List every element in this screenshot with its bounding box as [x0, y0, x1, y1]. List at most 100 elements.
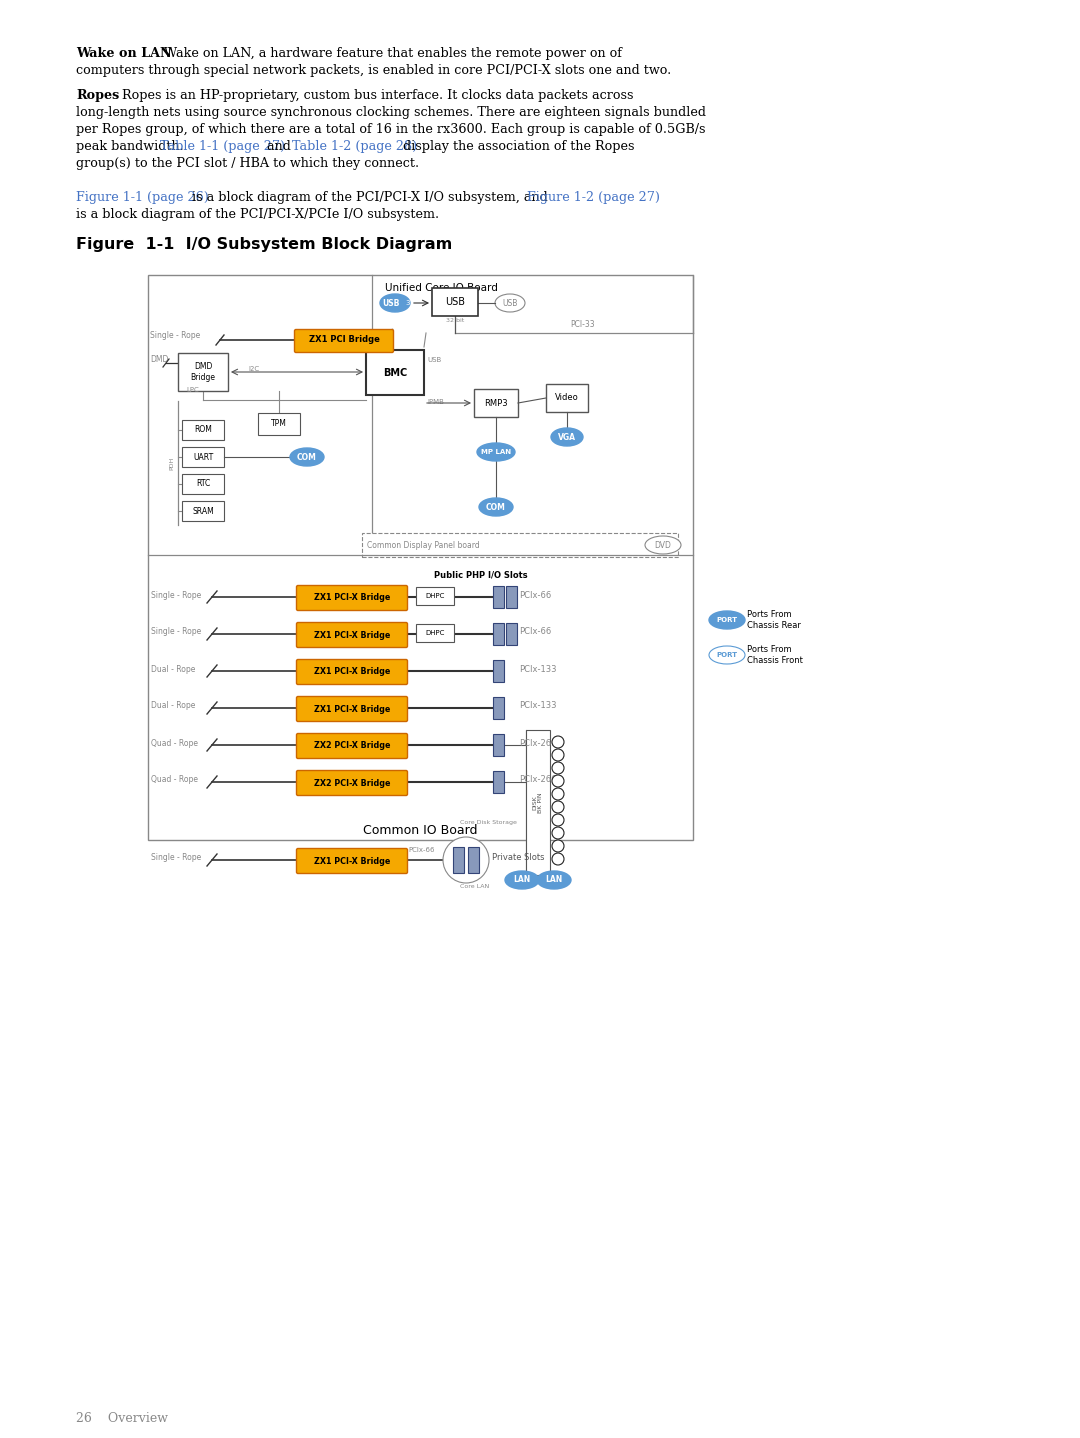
Ellipse shape	[495, 293, 525, 312]
Text: TPM: TPM	[271, 420, 287, 429]
Text: group(s) to the PCI slot / HBA to which they connect.: group(s) to the PCI slot / HBA to which …	[76, 157, 419, 170]
Text: PCIx-133: PCIx-133	[519, 664, 556, 673]
FancyBboxPatch shape	[297, 771, 407, 795]
Circle shape	[552, 775, 564, 787]
Bar	[492, 587, 504, 608]
Text: PCIx-133: PCIx-133	[519, 702, 556, 710]
Text: USB: USB	[502, 299, 517, 308]
Text: peak bandwidth.: peak bandwidth.	[76, 139, 188, 152]
Circle shape	[443, 837, 489, 883]
Bar	[546, 384, 588, 413]
Text: Figure 1-1 (page 26): Figure 1-1 (page 26)	[76, 191, 208, 204]
Bar	[416, 624, 454, 641]
Text: MP LAN: MP LAN	[481, 449, 511, 454]
Text: USB: USB	[382, 299, 400, 308]
Text: IPMB: IPMB	[427, 398, 444, 406]
Text: VGA: VGA	[558, 433, 576, 441]
Text: per Ropes group, of which there are a total of 16 in the rx3600. Each group is c: per Ropes group, of which there are a to…	[76, 124, 705, 137]
Text: ROM: ROM	[194, 426, 212, 434]
Text: Ports From
Chassis Front: Ports From Chassis Front	[747, 646, 802, 664]
Bar	[183, 500, 224, 521]
Text: 26    Overview: 26 Overview	[76, 1412, 168, 1425]
Ellipse shape	[645, 536, 681, 554]
Text: BMC: BMC	[383, 368, 407, 378]
Ellipse shape	[477, 443, 515, 462]
Text: ZX1 PCI-X Bridge: ZX1 PCI-X Bridge	[314, 857, 390, 866]
Bar	[178, 352, 228, 391]
Bar	[526, 731, 550, 874]
Text: DVD: DVD	[654, 541, 672, 549]
Bar	[366, 349, 424, 395]
Ellipse shape	[537, 871, 571, 889]
Text: SRAM: SRAM	[192, 506, 214, 515]
Bar	[468, 847, 480, 873]
Bar	[492, 733, 504, 756]
Circle shape	[552, 749, 564, 761]
Circle shape	[552, 801, 564, 812]
Bar	[492, 623, 504, 646]
Bar	[474, 390, 518, 417]
Text: PCIx-66: PCIx-66	[408, 847, 434, 853]
Ellipse shape	[505, 871, 539, 889]
Text: Quad - Rope: Quad - Rope	[151, 775, 198, 785]
Text: ZX1 PCI-X Bridge: ZX1 PCI-X Bridge	[314, 705, 390, 713]
FancyBboxPatch shape	[297, 660, 407, 684]
Text: COM: COM	[297, 453, 316, 462]
Text: Single - Rope: Single - Rope	[151, 627, 201, 637]
FancyBboxPatch shape	[297, 733, 407, 758]
Circle shape	[552, 853, 564, 866]
Text: Video: Video	[555, 394, 579, 403]
Text: USB: USB	[445, 298, 465, 306]
Text: Ropes is an HP-proprietary, custom bus interface. It clocks data packets across: Ropes is an HP-proprietary, custom bus i…	[122, 89, 634, 102]
FancyBboxPatch shape	[297, 696, 407, 722]
Text: Dual - Rope: Dual - Rope	[151, 702, 195, 710]
Text: is a block diagram of the PCI/PCI-X I/O subsystem, and: is a block diagram of the PCI/PCI-X I/O …	[188, 191, 552, 204]
Text: 32 bit: 32 bit	[446, 318, 464, 324]
Ellipse shape	[380, 293, 410, 312]
FancyBboxPatch shape	[297, 848, 407, 873]
Bar	[492, 697, 504, 719]
Circle shape	[552, 827, 564, 838]
Text: PCIx-266: PCIx-266	[519, 739, 556, 748]
Bar	[507, 587, 517, 608]
FancyBboxPatch shape	[297, 623, 407, 647]
Text: Common IO Board: Common IO Board	[363, 824, 477, 837]
Text: Core LAN: Core LAN	[460, 884, 489, 889]
Text: Unified Core IO Board: Unified Core IO Board	[384, 283, 498, 293]
Text: DMD
Bridge: DMD Bridge	[190, 362, 216, 381]
Ellipse shape	[708, 646, 745, 664]
Text: Table 1-2 (page 28): Table 1-2 (page 28)	[292, 139, 417, 152]
Text: DMD: DMD	[150, 355, 168, 364]
Bar	[148, 275, 693, 840]
Text: Dual - Rope: Dual - Rope	[151, 664, 195, 673]
Text: PCIx-66: PCIx-66	[519, 627, 551, 637]
Bar	[507, 623, 517, 646]
Ellipse shape	[708, 611, 745, 628]
Ellipse shape	[551, 429, 583, 446]
Text: long-length nets using source synchronous clocking schemes. There are eighteen s: long-length nets using source synchronou…	[76, 106, 706, 119]
Text: PCI-33: PCI-33	[570, 321, 595, 329]
Text: UART: UART	[193, 453, 213, 462]
Text: LPC: LPC	[186, 387, 199, 393]
Text: Ropes: Ropes	[76, 89, 119, 102]
Text: ZX1 PCI-X Bridge: ZX1 PCI-X Bridge	[314, 667, 390, 676]
Text: PCIx-266: PCIx-266	[519, 775, 556, 785]
Text: Common Display Panel board: Common Display Panel board	[367, 541, 480, 549]
Circle shape	[552, 840, 564, 851]
Bar	[416, 587, 454, 605]
Text: display the association of the Ropes: display the association of the Ropes	[399, 139, 635, 152]
Text: and: and	[264, 139, 295, 152]
Circle shape	[552, 814, 564, 825]
FancyBboxPatch shape	[295, 329, 393, 352]
Bar	[258, 413, 300, 436]
Bar	[183, 475, 224, 495]
Text: Figure  1-1  I/O Subsystem Block Diagram: Figure 1-1 I/O Subsystem Block Diagram	[76, 237, 453, 252]
Text: LAN: LAN	[513, 876, 530, 884]
Text: is a block diagram of the PCI/PCI-X/PCIe I/O subsystem.: is a block diagram of the PCI/PCI-X/PCIe…	[76, 209, 440, 221]
Text: RTC: RTC	[195, 479, 211, 489]
Bar	[362, 533, 678, 557]
Text: Single - Rope: Single - Rope	[150, 332, 200, 341]
Text: Core Disk Storage: Core Disk Storage	[460, 820, 517, 825]
Text: I2C: I2C	[248, 367, 259, 372]
Bar	[432, 288, 478, 316]
